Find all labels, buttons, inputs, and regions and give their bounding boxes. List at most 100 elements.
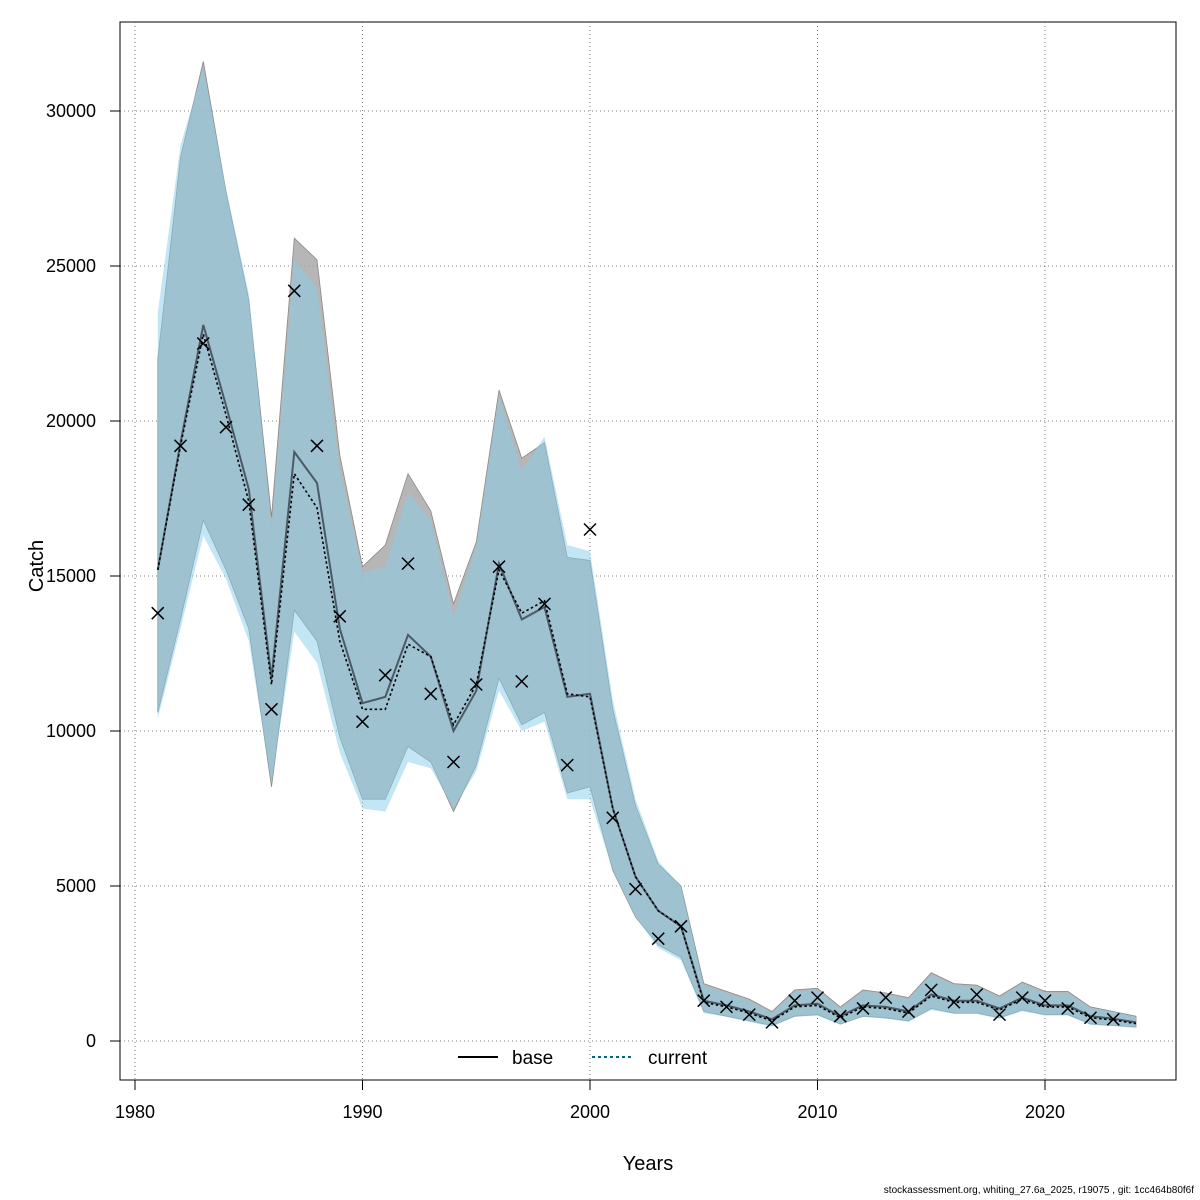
- observed-point: [742, 1008, 756, 1022]
- observed-point-stroke: [719, 1000, 734, 1014]
- observed-point: [173, 439, 188, 453]
- observed-point: [469, 677, 483, 692]
- observed-point-stroke: [1083, 1011, 1098, 1025]
- observed-point-stroke: [992, 1008, 1007, 1022]
- observed-point-stroke: [1038, 994, 1052, 1008]
- x-tick-label: 2000: [570, 1102, 610, 1122]
- observed-point-stroke: [287, 284, 301, 298]
- observed-point: [674, 919, 688, 933]
- observed-point-stroke: [242, 498, 256, 512]
- observed-point: [947, 995, 961, 1009]
- observed-point: [310, 439, 324, 453]
- observed-point-stroke: [537, 597, 552, 611]
- y-axis: 0 5000 10000 15000 20000 25000 30000: [46, 101, 121, 1051]
- observed-point-stroke: [492, 560, 506, 574]
- observed-point-stroke: [560, 758, 574, 772]
- y-tick-label: 20000: [46, 411, 96, 431]
- observed-point: [492, 560, 506, 574]
- observed-point-stroke: [310, 439, 324, 453]
- observed-point: [924, 983, 938, 997]
- observed-point: [537, 597, 552, 611]
- observed-point-stroke: [901, 1005, 916, 1019]
- legend: base current: [458, 1048, 708, 1069]
- observed-point: [355, 715, 370, 729]
- y-tick-label: 25000: [46, 256, 96, 276]
- observed-point: [628, 882, 643, 896]
- observed-point-stroke: [697, 994, 711, 1008]
- observed-point-stroke: [628, 882, 643, 896]
- observed-point-stroke: [765, 1015, 779, 1029]
- observed-point: [287, 284, 301, 298]
- observed-point-stroke: [264, 702, 279, 716]
- observed-point: [401, 557, 415, 571]
- observed-point-stroke: [515, 674, 529, 688]
- observed-point-stroke: [947, 995, 961, 1009]
- observed-point-stroke: [1015, 991, 1029, 1005]
- observed-point-stroke: [856, 1001, 870, 1015]
- observed-point: [992, 1008, 1007, 1022]
- observed-point: [765, 1015, 779, 1029]
- y-tick-label: 5000: [56, 876, 96, 896]
- observed-point: [651, 932, 665, 946]
- observed-points: [151, 284, 1120, 1029]
- observed-point: [901, 1005, 916, 1019]
- observed-point-stroke: [355, 715, 370, 729]
- x-tick-label: 1990: [342, 1102, 382, 1122]
- observed-point-stroke: [879, 991, 893, 1005]
- footer-credit: stockassessment.org, whiting_27.6a_2025,…: [883, 1185, 1194, 1196]
- observed-point: [196, 336, 210, 351]
- observed-point: [788, 994, 802, 1008]
- observed-point-stroke: [469, 677, 483, 692]
- current-confidence-band: [157, 67, 1137, 1029]
- observed-point-stroke: [424, 687, 438, 701]
- observed-point-stroke: [333, 609, 347, 623]
- observed-point-stroke: [651, 932, 665, 946]
- observed-point-stroke: [378, 668, 392, 682]
- observed-point: [606, 811, 620, 825]
- observed-point: [697, 994, 711, 1008]
- legend-current-label: current: [648, 1048, 708, 1069]
- observed-point-stroke: [742, 1008, 756, 1022]
- confidence-bands: [157, 61, 1137, 1029]
- observed-point-stroke: [1061, 1001, 1075, 1015]
- observed-point-stroke: [196, 336, 210, 351]
- observed-point: [1061, 1001, 1075, 1015]
- observed-point: [583, 522, 597, 537]
- x-tick-label: 1980: [115, 1102, 155, 1122]
- observed-point: [219, 420, 233, 434]
- observed-point-stroke: [674, 919, 688, 933]
- observed-point: [1106, 1012, 1120, 1026]
- current-line: [157, 333, 1137, 1025]
- x-axis: 1980 1990 2000 2010 2020: [115, 1079, 1065, 1122]
- observed-point: [333, 609, 347, 623]
- observed-point-stroke: [401, 557, 415, 571]
- observed-point: [879, 991, 893, 1005]
- observed-point: [810, 991, 825, 1005]
- y-tick-label: 0: [86, 1031, 96, 1051]
- observed-point-stroke: [924, 983, 938, 997]
- observed-point-stroke: [446, 755, 461, 769]
- observed-point: [560, 758, 574, 772]
- observed-point: [424, 687, 438, 701]
- observed-point: [856, 1001, 870, 1015]
- observed-point-stroke: [810, 991, 825, 1005]
- legend-base-label: base: [512, 1048, 553, 1069]
- y-tick-label: 10000: [46, 721, 96, 741]
- observed-point-stroke: [970, 987, 984, 1002]
- observed-point: [151, 606, 165, 620]
- observed-point-stroke: [606, 811, 620, 825]
- observed-point-stroke: [173, 439, 188, 453]
- observed-point: [242, 498, 256, 512]
- observed-point: [1038, 994, 1052, 1008]
- observed-point-stroke: [833, 1009, 847, 1023]
- x-tick-label: 2020: [1025, 1102, 1065, 1122]
- observed-point: [264, 702, 279, 716]
- x-tick-label: 2010: [797, 1102, 837, 1122]
- observed-point: [446, 755, 461, 769]
- observed-point: [515, 674, 529, 688]
- observed-point: [378, 668, 392, 682]
- observed-point-stroke: [151, 606, 165, 620]
- y-tick-label: 30000: [46, 101, 96, 121]
- observed-point-stroke: [788, 994, 802, 1008]
